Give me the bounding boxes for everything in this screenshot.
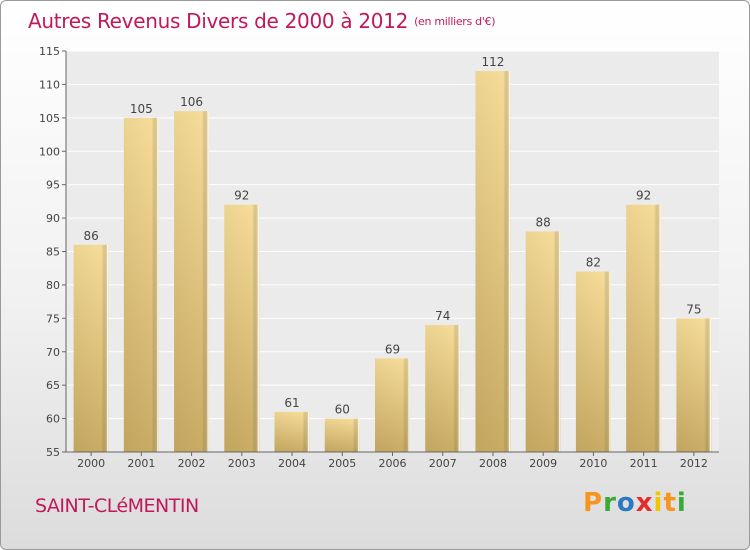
y-tick-label: 115 (39, 45, 60, 58)
proxiti-logo: Proxiti (583, 488, 687, 518)
bar-shade (475, 71, 511, 453)
bar-shade (324, 418, 360, 452)
x-tick-label: 2011 (630, 457, 658, 470)
logo-letter: r (603, 488, 617, 518)
data-label: 74 (435, 309, 450, 323)
bar-shade (73, 244, 109, 452)
bar-shade (575, 271, 611, 452)
x-tick-label: 2009 (529, 457, 557, 470)
data-label: 82 (586, 256, 601, 270)
y-tick-label: 95 (46, 179, 60, 192)
place-name: SAINT-CLéMENTIN (35, 495, 199, 517)
x-tick-label: 2002 (178, 457, 206, 470)
bar-shade (626, 204, 662, 452)
y-tick-label: 110 (39, 78, 60, 91)
bar-shade (274, 411, 310, 452)
bar-shade (525, 231, 561, 452)
x-tick-label: 2006 (379, 457, 407, 470)
logo-letter: i (676, 488, 687, 518)
data-label: 92 (234, 189, 249, 203)
axes: 55 60 65 70 75 80 85 90 95 100 105 110 115 2000 2001 20… (39, 45, 719, 470)
data-labels: 86 105 106 92 61 60 69 74 112 88 82 92 75 (83, 55, 701, 417)
x-tick-label: 2003 (228, 457, 256, 470)
y-tick-label: 60 (46, 413, 60, 426)
bar-shade (224, 204, 260, 452)
data-label: 92 (636, 189, 651, 203)
x-tick-label: 2005 (328, 457, 356, 470)
y-tick-label: 75 (46, 312, 60, 325)
data-label: 106 (180, 95, 203, 109)
data-label: 105 (130, 102, 153, 116)
data-label: 75 (686, 302, 701, 316)
y-tick-label: 90 (46, 212, 60, 225)
x-tick-label: 2010 (579, 457, 607, 470)
x-tick-label: 2012 (680, 457, 708, 470)
logo-letter: P (583, 488, 604, 518)
bar-shade (174, 111, 210, 453)
bars (73, 71, 712, 453)
bar-shade (375, 358, 410, 452)
x-tick-label: 2007 (429, 457, 457, 470)
y-tick-label: 80 (46, 279, 60, 292)
logo-letter: o (616, 488, 636, 518)
y-tick-label: 55 (46, 446, 60, 459)
data-label: 61 (284, 396, 299, 410)
y-tick-label: 105 (39, 112, 60, 125)
data-label: 86 (83, 229, 98, 243)
data-label: 112 (482, 55, 505, 69)
logo-letter: t (663, 488, 677, 518)
x-tick-label: 2001 (127, 457, 155, 470)
data-label: 60 (335, 403, 350, 417)
data-label: 88 (536, 215, 551, 229)
y-tick-label: 65 (46, 379, 60, 392)
logo-letter: x (635, 488, 654, 518)
y-tick-label: 100 (39, 145, 60, 158)
bar-shade (676, 318, 712, 452)
chart-title: Autres Revenus Divers de 2000 à 2012 (en … (28, 9, 496, 33)
x-tick-label: 2000 (77, 457, 105, 470)
chart-subtitle: (en milliers d'€) (414, 15, 496, 28)
data-label: 69 (385, 342, 400, 356)
y-tick-label: 70 (46, 346, 60, 359)
chart-title-text: Autres Revenus Divers de 2000 à 2012 (28, 9, 409, 33)
logo-letter: i (653, 488, 664, 518)
y-tick-label: 85 (46, 246, 60, 259)
x-tick-label: 2004 (278, 457, 306, 470)
bar-shade (123, 117, 159, 452)
bar-shade (425, 325, 461, 452)
x-tick-label: 2008 (479, 457, 507, 470)
